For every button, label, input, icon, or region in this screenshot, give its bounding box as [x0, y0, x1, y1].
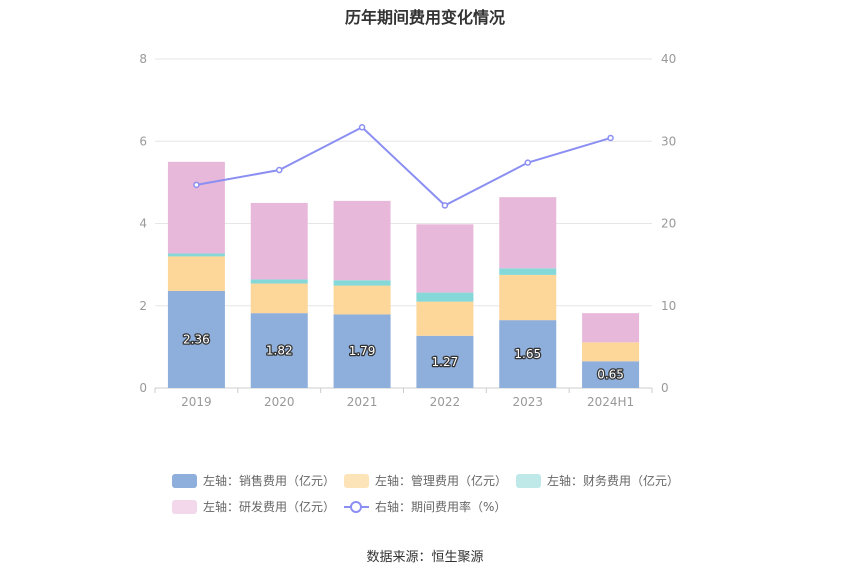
- legend-item-expense-rate[interactable]: 右轴：期间费用率（%）: [344, 498, 506, 515]
- expense-rate-point: [193, 181, 200, 189]
- legend-label-admin: 左轴：管理费用（亿元）: [375, 474, 508, 488]
- legend-swatch-rnd: [172, 499, 197, 514]
- expense-rate-point: [441, 202, 449, 209]
- legend-item-rnd[interactable]: 左轴：研发费用（亿元）: [172, 498, 335, 515]
- legend-item-finance[interactable]: 左轴：财务费用（亿元）: [516, 472, 679, 489]
- bar-segment: [167, 290, 225, 388]
- expense-rate-point: [358, 124, 366, 131]
- legend-label-expense-rate: 右轴：期间费用率（%）: [375, 500, 507, 514]
- x-axis-tick-label: 2021: [347, 395, 378, 409]
- bar-data-label: 1.27: [432, 355, 459, 369]
- legend-label-finance: 左轴：财务费用（亿元）: [547, 474, 680, 488]
- bar-segment: [250, 313, 308, 388]
- bar-segment: [499, 268, 557, 275]
- left-axis-tick-label: 6: [139, 134, 147, 148]
- x-axis-tick-label: 2020: [264, 395, 295, 409]
- legend-line-icon: [344, 500, 369, 514]
- expense-rate-line: [196, 126, 611, 207]
- legend-item-sales[interactable]: 左轴：销售费用（亿元）: [172, 472, 335, 489]
- bar-segment: [582, 342, 640, 362]
- bar-segment: [416, 301, 474, 336]
- legend-swatch-admin: [344, 473, 369, 488]
- left-axis-tick-label: 2: [139, 299, 147, 313]
- bar-segment: [582, 361, 640, 388]
- expense-rate-point: [607, 134, 614, 142]
- source-note: 数据来源：恒生聚源: [366, 550, 484, 565]
- bar-segment: [416, 292, 474, 302]
- bar-segment: [250, 283, 308, 314]
- bar-segment: [333, 314, 391, 388]
- x-axis-tick-label: 2019: [181, 395, 212, 409]
- expense-rate-point: [524, 159, 531, 166]
- right-axis-tick-label: 0: [661, 381, 669, 395]
- bar-segment: [250, 202, 308, 280]
- bar-data-label: 2.36: [183, 332, 210, 346]
- bar-data-label: 1.79: [349, 344, 376, 358]
- right-axis-tick-label: 20: [661, 217, 676, 231]
- left-axis-tick-label: 0: [139, 381, 147, 395]
- legend-item-admin[interactable]: 左轴：管理费用（亿元）: [344, 472, 507, 489]
- expense-rate-point: [276, 166, 283, 174]
- x-axis-tick-label: 2022: [430, 395, 461, 409]
- bar-segment: [499, 274, 557, 321]
- legend-swatch-sales: [172, 473, 197, 488]
- legend-swatch-finance: [516, 473, 541, 488]
- legend-label-rnd: 左轴：研发费用（亿元）: [203, 500, 336, 514]
- bar-segment: [167, 161, 225, 254]
- bar-segment: [416, 224, 474, 293]
- bar-segment: [250, 279, 308, 284]
- left-axis-tick-label: 4: [139, 217, 147, 231]
- right-axis-tick-label: 30: [661, 134, 676, 148]
- bar-data-label: 0.65: [597, 368, 624, 382]
- x-axis-tick-label: 2023: [512, 395, 543, 409]
- bar-segment: [416, 335, 474, 388]
- bar-segment: [167, 253, 225, 257]
- bar-segment: [499, 197, 557, 269]
- left-axis-tick-label: 8: [139, 52, 147, 66]
- right-axis-tick-label: 10: [661, 299, 676, 313]
- bar-segment: [499, 320, 557, 388]
- bar-data-label: 1.82: [266, 344, 293, 358]
- chart-title: 历年期间费用变化情况: [344, 8, 505, 27]
- bar-segment: [167, 256, 225, 291]
- bar-segment: [582, 313, 640, 343]
- bar-segment: [333, 200, 391, 281]
- bar-segment: [333, 280, 391, 286]
- x-axis-tick-label: 2024H1: [587, 395, 634, 409]
- bar-data-label: 1.65: [514, 347, 541, 361]
- legend-label-sales: 左轴：销售费用（亿元）: [203, 474, 336, 488]
- right-axis-tick-label: 40: [661, 52, 676, 66]
- bar-segment: [333, 285, 391, 315]
